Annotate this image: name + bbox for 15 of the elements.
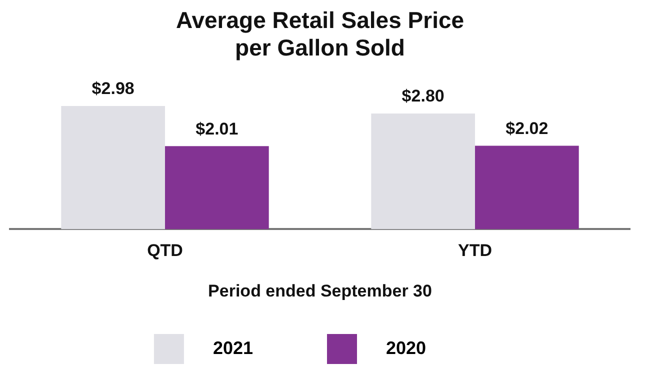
bar bbox=[61, 106, 165, 230]
bar bbox=[475, 146, 579, 230]
data-label: $2.02 bbox=[506, 118, 548, 138]
x-tick-label: YTD bbox=[458, 241, 492, 260]
x-axis-title: Period ended September 30 bbox=[208, 281, 432, 300]
legend-label: 2021 bbox=[192, 338, 314, 358]
data-label: $2.80 bbox=[402, 86, 444, 106]
legend-label: 2020 bbox=[366, 338, 486, 358]
bar bbox=[371, 113, 475, 230]
data-label: $2.98 bbox=[92, 79, 134, 98]
text: Average Retail Sales Price bbox=[176, 7, 464, 34]
text: per Gallon Sold bbox=[235, 34, 405, 61]
bar bbox=[165, 146, 269, 230]
x-tick-label: QTD bbox=[147, 241, 183, 260]
data-label: $2.01 bbox=[196, 119, 238, 138]
